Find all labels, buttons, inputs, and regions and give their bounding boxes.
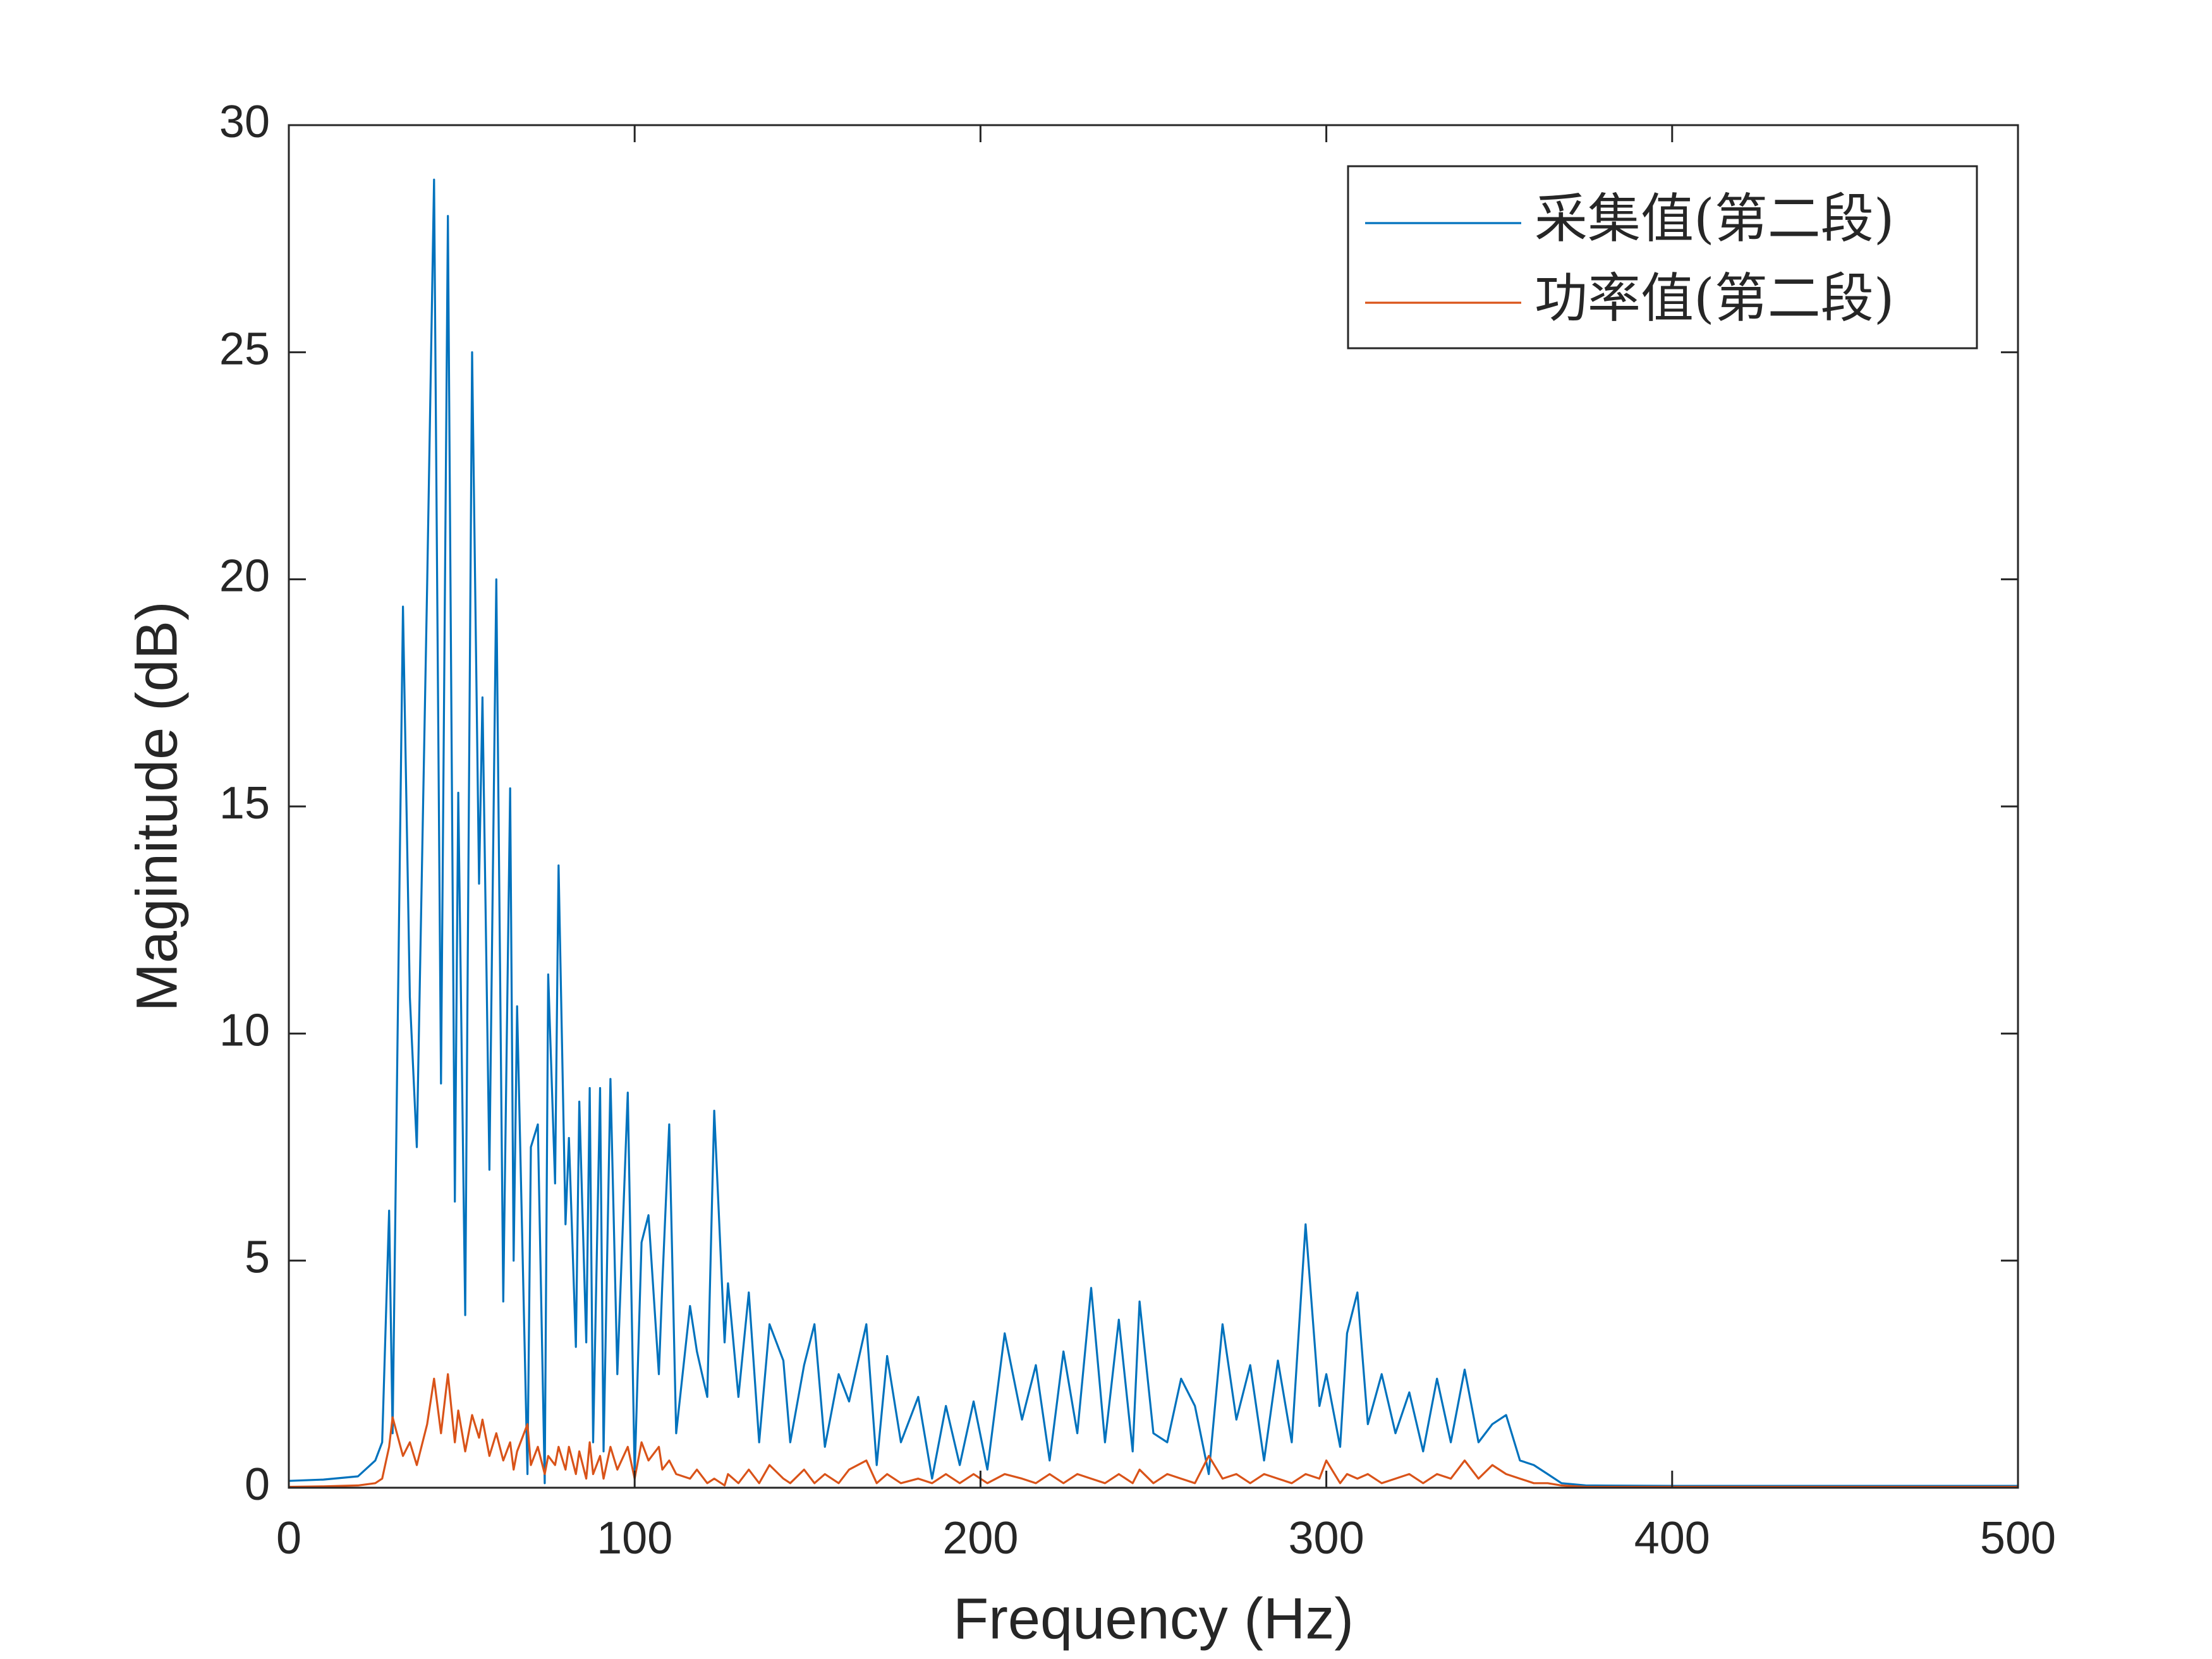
y-tick-label: 25	[219, 324, 270, 374]
x-tick-label: 0	[276, 1513, 301, 1564]
y-tick-label: 15	[219, 778, 270, 829]
legend-label: 功率值(第二段)	[1534, 267, 1895, 329]
y-tick-label: 10	[219, 1005, 270, 1055]
data-line	[288, 178, 2018, 1487]
x-axis-label: Frequency (Hz)	[953, 1586, 1354, 1651]
x-tick-label: 300	[1289, 1513, 1364, 1564]
y-tick-label: 0	[245, 1459, 270, 1510]
x-tick-label: 400	[1634, 1513, 1710, 1564]
legend-box	[1347, 165, 1978, 349]
y-axis-label: Maginitude (dB)	[125, 601, 189, 1011]
legend-label: 采集值(第二段)	[1534, 188, 1895, 250]
y-tick-label: 20	[219, 551, 270, 602]
x-tick-label: 100	[597, 1513, 672, 1564]
x-tick-label: 500	[1980, 1513, 2056, 1564]
data-line	[288, 1373, 2018, 1488]
y-tick-label: 30	[219, 97, 270, 147]
x-tick-label: 200	[942, 1513, 1018, 1564]
y-tick-label: 5	[245, 1232, 270, 1283]
